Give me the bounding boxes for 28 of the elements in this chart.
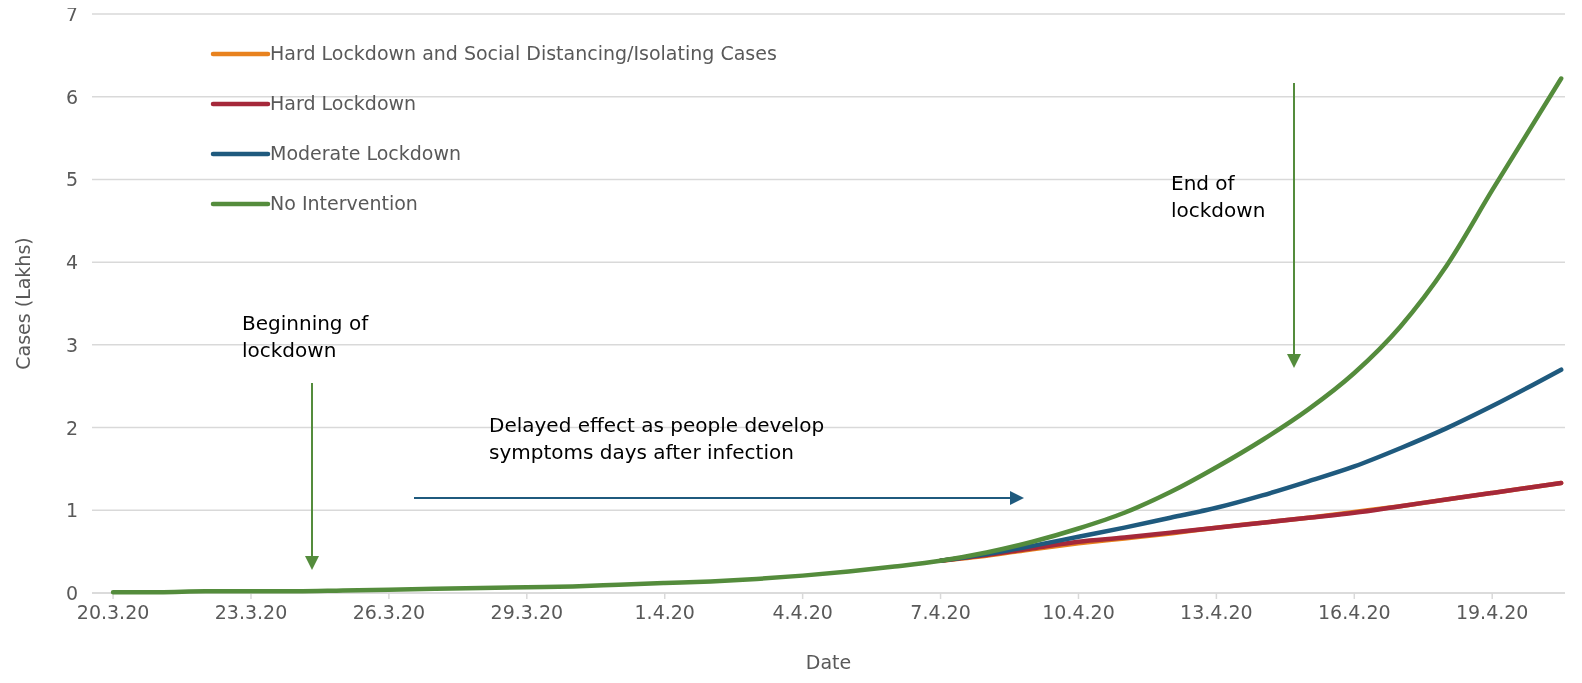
x-tick-label: 7.4.20 [910, 601, 971, 623]
x-tick-label: 23.3.20 [214, 601, 288, 623]
x-tick-label: 1.4.20 [634, 601, 695, 623]
annotation: Delayed effect as people develop symptoms days after infection [489, 413, 825, 464]
y-tick-label: 4 [65, 251, 78, 274]
annotation: End of lockdown [1171, 171, 1266, 222]
legend-label: Moderate Lockdown [270, 142, 461, 164]
y-tick-label: 3 [65, 333, 78, 356]
x-tick-label: 13.4.20 [1180, 601, 1253, 623]
x-tick-label: 19.4.20 [1455, 601, 1529, 623]
x-tick-label: 10.4.20 [1042, 601, 1115, 623]
x-tick-label: 26.3.20 [352, 601, 426, 623]
x-tick-label: 16.4.20 [1318, 601, 1391, 623]
y-tick-label: 2 [65, 416, 78, 439]
legend-label: No Intervention [270, 192, 418, 214]
y-tick-label: 0 [65, 582, 78, 604]
legend-label: Hard Lockdown and Social Distancing/Isolating Cases [270, 42, 777, 64]
y-tick-label: 5 [65, 168, 78, 191]
x-tick-label: 29.3.20 [490, 601, 564, 623]
y-tick-label: 1 [65, 499, 78, 522]
x-axis-title: Date [805, 651, 852, 673]
y-axis-title: Cases (Lakhs) [12, 237, 34, 370]
x-tick-label: 20.3.20 [76, 601, 150, 623]
y-tick-label: 7 [65, 3, 78, 25]
y-tick-label: 6 [65, 85, 78, 108]
annotation: Beginning of lockdown [242, 311, 370, 362]
legend-label: Hard Lockdown [270, 92, 417, 114]
x-tick-label: 4.4.20 [772, 601, 833, 623]
